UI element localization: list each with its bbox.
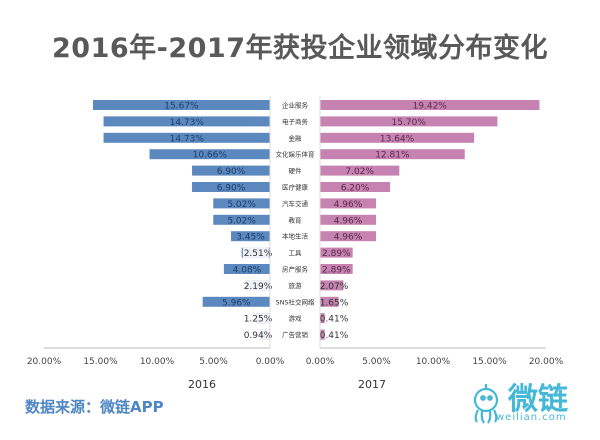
bar-2016-8	[231, 231, 270, 242]
data-label-2016-2: 14.73%	[170, 134, 205, 144]
label-bg-2016-9	[242, 247, 269, 258]
bar-2017-3	[320, 149, 465, 160]
category-label: SNS社交网络	[275, 297, 315, 306]
data-label-2016-5: 6.90%	[217, 184, 246, 194]
data-label-2016-7: 5.02%	[227, 216, 256, 226]
bar-2017-1	[320, 116, 498, 127]
data-label-2017-3: 12.81%	[375, 151, 410, 161]
data-label-2016-1: 14.73%	[170, 118, 205, 128]
data-label-2017-4: 7.02%	[345, 167, 374, 177]
category-label: 旅游	[289, 281, 303, 290]
tick-label-2017: 15.00%	[472, 357, 507, 367]
category-label: 广告营销	[282, 330, 309, 339]
chart-title: 2016年-2017年获投企业领域分布变化	[52, 33, 548, 64]
data-label-2017-11: 2.07%	[320, 282, 349, 292]
bar-2017-6	[320, 198, 377, 209]
logo-text: 微链	[508, 382, 568, 417]
data-label-2016-10: 4.08%	[233, 266, 262, 276]
data-label-2017-14: 0.41%	[320, 331, 349, 341]
tick-label-2016: 15.00%	[83, 357, 118, 367]
bar-2016-6	[213, 198, 270, 209]
logo-url: weilian.com	[496, 412, 567, 423]
bar-2017-5	[320, 182, 391, 192]
data-label-2016-14: 0.94%	[244, 331, 273, 341]
category-label: 医疗健康	[282, 183, 309, 192]
series-name-2017: 2017	[358, 378, 386, 391]
data-label-2017-12: 1.65%	[320, 298, 349, 308]
data-label-2016-3: 10.66%	[193, 151, 228, 161]
category-label: 汽车交通	[282, 199, 309, 208]
tick-label-2017: 20.00%	[529, 357, 564, 367]
bar-2016-0	[92, 100, 270, 110]
tick-label-2016: 10.00%	[140, 357, 175, 367]
data-label-2016-0: 15.67%	[164, 102, 199, 112]
label-bg-2016-13	[245, 313, 271, 324]
category-label: 电子商务	[282, 117, 309, 126]
bar-2017-13	[320, 313, 325, 324]
bar-2016-4	[192, 165, 270, 176]
bar-2016-5	[192, 182, 270, 192]
data-label-2016-13: 1.25%	[244, 315, 273, 325]
bar-2017-9	[320, 247, 353, 258]
category-label: 工具	[289, 249, 303, 257]
data-label-2017-6: 4.96%	[334, 200, 363, 210]
bar-2017-12	[320, 296, 339, 307]
data-label-2016-6: 5.02%	[227, 200, 256, 210]
tick-label-2017: 5.00%	[362, 357, 391, 367]
bar-2017-8	[320, 231, 377, 242]
data-label-2017-1: 15.70%	[392, 118, 427, 128]
category-label: 游戏	[289, 314, 303, 323]
bar-2016-2	[103, 132, 271, 143]
data-label-2017-9: 2.89%	[322, 249, 351, 259]
data-label-2016-8: 3.45%	[236, 233, 265, 243]
data-label-2016-12: 5.96%	[222, 298, 251, 308]
data-label-2017-2: 13.64%	[380, 134, 415, 144]
tick-label-2016: 20.00%	[27, 357, 62, 367]
data-label-2017-10: 2.89%	[322, 266, 351, 276]
bar-2016-3	[149, 149, 270, 160]
data-label-2017-0: 19.42%	[413, 102, 448, 112]
data-label-2017-8: 4.96%	[334, 233, 363, 243]
category-label: 本地生活	[282, 232, 309, 241]
bar-2017-10	[320, 264, 353, 274]
data-label-2017-5: 6.20%	[341, 184, 370, 194]
data-label-2016-11: 2.19%	[244, 282, 273, 292]
label-bg-2016-14	[245, 329, 271, 340]
category-label: 房产服务	[282, 265, 309, 274]
category-label: 文化娱乐体育	[276, 150, 316, 159]
category-label: 企业服务	[282, 101, 309, 110]
bar-2016-12	[202, 296, 270, 307]
label-bg-2016-11	[244, 280, 271, 291]
bar-2017-7	[320, 214, 377, 225]
category-label: 硬件	[289, 166, 303, 175]
bar-2016-1	[103, 116, 271, 127]
tick-label-2016: 5.00%	[199, 357, 228, 367]
tick-label-2016: 0.00%	[256, 357, 285, 367]
tick-label-2017: 10.00%	[416, 357, 451, 367]
category-label: 金融	[289, 133, 303, 142]
bar-2016-7	[213, 214, 270, 225]
bar-2016-10	[223, 264, 270, 274]
data-source: 数据来源：微链APP	[25, 398, 164, 416]
data-label-2016-4: 6.90%	[217, 167, 246, 177]
category-label: 教育	[289, 215, 303, 224]
tick-label-2017: 0.00%	[306, 357, 335, 367]
series-name-2016: 2016	[188, 378, 216, 391]
bar-2017-4	[320, 165, 400, 176]
data-label-2017-13: 0.41%	[320, 315, 349, 325]
bar-2017-11	[320, 280, 344, 291]
bar-2017-2	[320, 132, 475, 143]
bar-2017-14	[320, 329, 325, 340]
weilian-logo-icon	[473, 384, 499, 424]
data-label-2016-9: 2.51%	[244, 249, 273, 259]
data-label-2017-7: 4.96%	[334, 216, 363, 226]
bar-2017-0	[320, 100, 540, 110]
